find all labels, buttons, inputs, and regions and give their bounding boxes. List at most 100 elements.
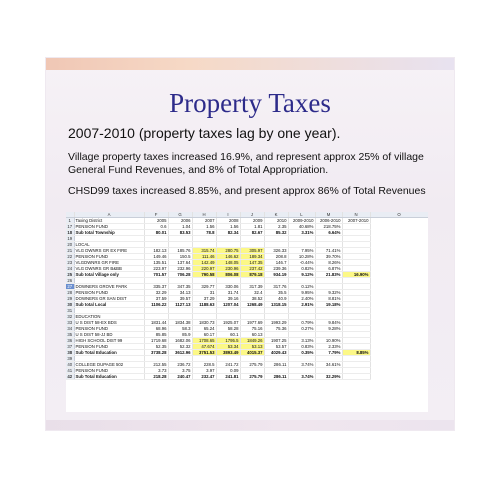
row-label-cell[interactable]: HIGH SCHOOL DIST 99	[74, 337, 145, 344]
table-cell[interactable]: 218.28	[144, 373, 169, 380]
table-cell[interactable]: 232.96	[168, 265, 193, 272]
row-number[interactable]: 18	[66, 229, 75, 236]
table-cell[interactable]: 1.56	[192, 223, 217, 230]
table-cell[interactable]: 1106.22	[144, 301, 169, 308]
table-cell[interactable]	[315, 277, 343, 284]
table-cell[interactable]: 317.76	[264, 283, 289, 290]
table-row[interactable]: 20 LOCAL	[66, 241, 428, 248]
table-cell[interactable]	[315, 355, 343, 362]
table-cell[interactable]: 0.12%	[288, 283, 316, 290]
table-cell[interactable]: 0.83%	[288, 343, 316, 350]
table-cell[interactable]	[240, 277, 265, 284]
table-cell[interactable]: 347.35	[168, 283, 193, 290]
row-number[interactable]: 29	[66, 295, 75, 302]
row-label-cell[interactable]: VLGDWNRS GR FIRE	[74, 259, 145, 266]
table-cell[interactable]: 330.06	[216, 283, 241, 290]
column-header[interactable]: A	[74, 212, 145, 218]
table-row[interactable]: 19	[66, 235, 428, 242]
table-cell[interactable]: 1.56	[216, 223, 241, 230]
table-cell[interactable]: 39.57	[168, 295, 193, 302]
table-cell[interactable]	[264, 313, 289, 320]
table-cell[interactable]: 10.90%	[315, 337, 343, 344]
table-cell[interactable]: 2005	[144, 217, 169, 224]
table-cell[interactable]: 1977.69	[240, 319, 265, 326]
table-cell[interactable]	[240, 241, 265, 248]
table-cell[interactable]: 212.55	[144, 361, 169, 368]
table-cell[interactable]	[342, 241, 371, 248]
table-cell[interactable]: 3.73	[144, 367, 169, 374]
table-cell[interactable]: 6.64%	[315, 229, 343, 236]
table-cell[interactable]	[288, 307, 316, 314]
row-number[interactable]: 35	[66, 331, 75, 338]
column-header[interactable]: M	[315, 212, 343, 218]
table-cell[interactable]: 1207.04	[216, 301, 241, 308]
table-cell[interactable]	[288, 241, 316, 248]
table-cell[interactable]: 32.29	[144, 289, 169, 296]
table-cell[interactable]: 9.84%	[315, 319, 343, 326]
column-header[interactable]: N	[342, 212, 371, 218]
table-cell[interactable]	[144, 307, 169, 314]
row-label-cell[interactable]: Sub Total Education	[74, 373, 145, 380]
table-cell[interactable]: 236.72	[168, 361, 193, 368]
table-cell[interactable]	[144, 235, 169, 242]
table-cell[interactable]	[342, 367, 371, 374]
row-label-cell[interactable]: COLLEGE DUPAGE 502	[74, 361, 145, 368]
table-cell[interactable]: 0.27%	[288, 325, 316, 332]
table-cell[interactable]	[168, 313, 193, 320]
table-cell[interactable]	[315, 241, 343, 248]
table-cell[interactable]: 1127.13	[168, 301, 193, 308]
table-cell[interactable]: 16.90%	[342, 271, 371, 278]
table-cell[interactable]: 326.33	[264, 247, 289, 254]
table-cell[interactable]	[240, 307, 265, 314]
table-cell[interactable]	[168, 235, 193, 242]
table-cell[interactable]: 185.76	[168, 247, 193, 254]
table-cell[interactable]: 2007	[192, 217, 217, 224]
table-row[interactable]: 38 Sub Total Education 3738.28 3612.96 3751.…	[66, 349, 428, 356]
row-label-cell[interactable]: Sub Total Education	[74, 349, 145, 356]
table-cell[interactable]: 2.91%	[288, 301, 316, 308]
table-cell[interactable]: 241.81	[216, 373, 241, 380]
table-row[interactable]: 42 Sub Total Education 218.28 240.47 232.47 2…	[66, 373, 428, 380]
table-cell[interactable]: 8.26%	[315, 259, 343, 266]
table-cell[interactable]	[216, 313, 241, 320]
table-cell[interactable]: 1993.29	[264, 319, 289, 326]
table-cell[interactable]: 790.58	[192, 271, 217, 278]
table-cell[interactable]	[342, 289, 371, 296]
row-number[interactable]: 19	[66, 235, 75, 242]
table-cell[interactable]: 1925.07	[216, 319, 241, 326]
row-label-cell[interactable]: Sub total Township	[74, 229, 145, 236]
table-cell[interactable]: 1188.63	[192, 301, 217, 308]
table-cell[interactable]: 275.79	[240, 373, 265, 380]
table-row[interactable]: 26	[66, 277, 428, 284]
table-row[interactable]: 37 PENSION FUND 52.35 52.32 47.674 53.34 53.13…	[66, 343, 428, 350]
table-cell[interactable]	[168, 241, 193, 248]
table-cell[interactable]: 329.77	[192, 283, 217, 290]
table-row[interactable]: 17 PENSION FUND 0.6 1.04 1.56 1.56 1.81 2.35 40.…	[66, 223, 428, 230]
row-label-cell[interactable]: EDUCATION	[74, 313, 145, 320]
table-cell[interactable]: 6.87%	[315, 265, 343, 272]
table-cell[interactable]: 2010	[264, 217, 289, 224]
table-cell[interactable]: 75.36	[264, 325, 289, 332]
table-cell[interactable]: 83.53	[168, 229, 193, 236]
row-number[interactable]: 24	[66, 265, 75, 272]
table-cell[interactable]: 0.6	[144, 223, 169, 230]
table-cell[interactable]	[288, 355, 316, 362]
table-cell[interactable]: 149.46	[144, 253, 169, 260]
table-cell[interactable]	[240, 313, 265, 320]
table-cell[interactable]: 0.82%	[288, 265, 316, 272]
table-cell[interactable]: 8.81%	[315, 295, 343, 302]
table-cell[interactable]: 40.68%	[288, 223, 316, 230]
table-cell[interactable]	[315, 331, 343, 338]
table-cell[interactable]	[168, 307, 193, 314]
table-cell[interactable]: 7.79%	[315, 349, 343, 356]
table-cell[interactable]	[342, 337, 371, 344]
table-row[interactable]: 34 PENSION FUND 68.96 58.3 65.24 58.28 75.16 75…	[66, 325, 428, 332]
table-cell[interactable]	[192, 235, 217, 242]
table-cell[interactable]: 35.5	[264, 289, 289, 296]
row-number[interactable]: 20	[66, 241, 75, 248]
table-cell[interactable]: 53.57	[264, 343, 289, 350]
table-cell[interactable]: 228.5	[192, 361, 217, 368]
table-cell[interactable]	[144, 355, 169, 362]
row-number[interactable]: 28	[66, 289, 75, 296]
table-cell[interactable]: 3.31%	[288, 229, 316, 236]
